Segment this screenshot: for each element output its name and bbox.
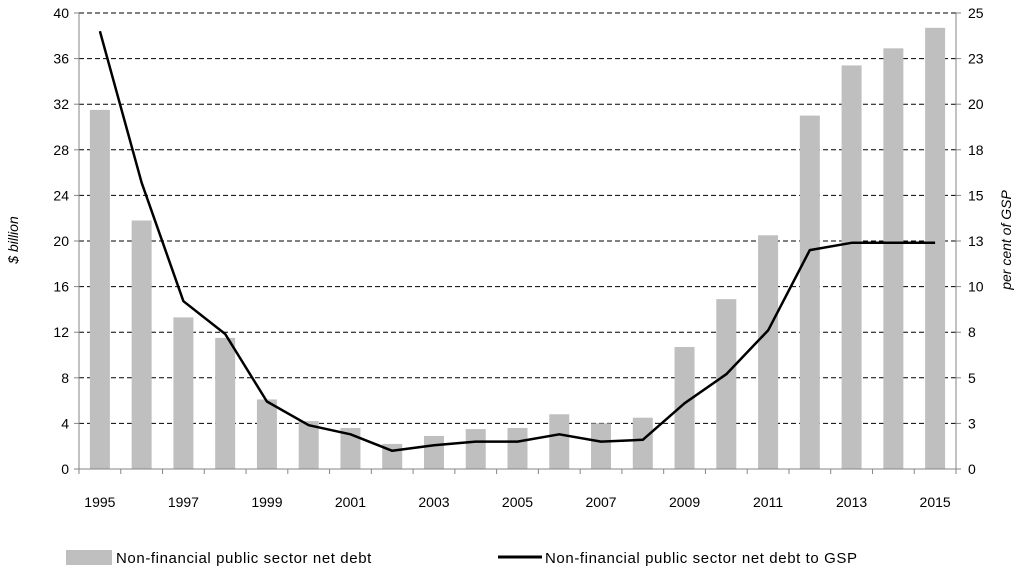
right-axis-title: per cent of GSP — [998, 190, 1014, 291]
left-tick-label: 24 — [53, 187, 69, 203]
x-tick-label: 2015 — [920, 494, 951, 510]
left-axis-title: $ billion — [5, 216, 21, 265]
x-tick-label: 2013 — [836, 494, 867, 510]
left-tick-label: 4 — [61, 415, 69, 431]
right-axis-ticks: 0 3 5 8 10 13 15 18 20 23 25 — [968, 5, 984, 477]
x-tick-label: 2005 — [502, 494, 533, 510]
bar — [340, 427, 361, 469]
bar — [549, 414, 570, 469]
legend-bar-label: Non-financial public sector net debt — [116, 550, 372, 567]
right-tick-label: 25 — [968, 5, 984, 21]
left-tick-label: 16 — [53, 279, 69, 295]
axes — [74, 12, 961, 474]
bar — [256, 399, 277, 469]
bar — [215, 337, 236, 469]
left-tick-label: 40 — [53, 5, 69, 21]
right-tick-label: 8 — [968, 324, 976, 340]
left-tick-label: 36 — [53, 51, 69, 67]
bar — [591, 423, 612, 469]
right-tick-label: 13 — [968, 233, 984, 249]
left-tick-label: 28 — [53, 142, 69, 158]
x-tick-label: 1999 — [251, 494, 282, 510]
x-tick-label: 1997 — [168, 494, 199, 510]
x-axis-ticks: 1995 1997 1999 2001 2003 2005 2007 2009 2011 2013… — [84, 494, 951, 510]
right-tick-label: 0 — [968, 461, 976, 477]
right-tick-label: 10 — [968, 279, 984, 295]
gsp-ratio-line — [98, 30, 936, 453]
x-tick-label: 1995 — [84, 494, 115, 510]
bar — [841, 65, 862, 469]
x-tick-label: 2003 — [418, 494, 449, 510]
bar — [925, 27, 946, 469]
bar — [131, 220, 152, 469]
x-tick-label: 2009 — [669, 494, 700, 510]
gridlines — [79, 12, 956, 424]
left-tick-label: 12 — [53, 324, 69, 340]
x-tick-label: 2001 — [335, 494, 366, 510]
right-tick-label: 3 — [968, 415, 976, 431]
bar — [298, 421, 319, 469]
x-tick-label: 2011 — [753, 494, 783, 510]
left-tick-label: 32 — [53, 96, 69, 112]
bar — [423, 435, 444, 469]
bar-series — [89, 27, 946, 470]
left-tick-label: 20 — [53, 233, 69, 249]
legend: Non-financial public sector net debt Non… — [66, 550, 858, 567]
left-tick-label: 8 — [61, 370, 69, 386]
bar — [507, 427, 528, 469]
bar — [883, 48, 904, 470]
bar — [632, 417, 653, 469]
right-tick-label: 20 — [968, 96, 984, 112]
right-tick-label: 18 — [968, 142, 984, 158]
bar — [173, 317, 194, 469]
right-tick-label: 23 — [968, 51, 984, 67]
bar — [465, 429, 486, 469]
right-tick-label: 5 — [968, 370, 976, 386]
left-tick-label: 0 — [61, 461, 69, 477]
bar — [758, 235, 779, 469]
bar — [716, 299, 737, 469]
bar — [89, 109, 110, 470]
legend-bar-swatch — [66, 550, 112, 565]
legend-line-label: Non-financial public sector net debt to … — [545, 550, 858, 567]
bar — [674, 347, 695, 469]
bar — [799, 115, 820, 469]
left-axis-ticks: 0 4 8 12 16 20 24 28 32 36 40 — [53, 5, 69, 477]
x-tick-label: 2007 — [585, 494, 616, 510]
right-tick-label: 15 — [968, 187, 984, 203]
line-series — [98, 30, 936, 453]
